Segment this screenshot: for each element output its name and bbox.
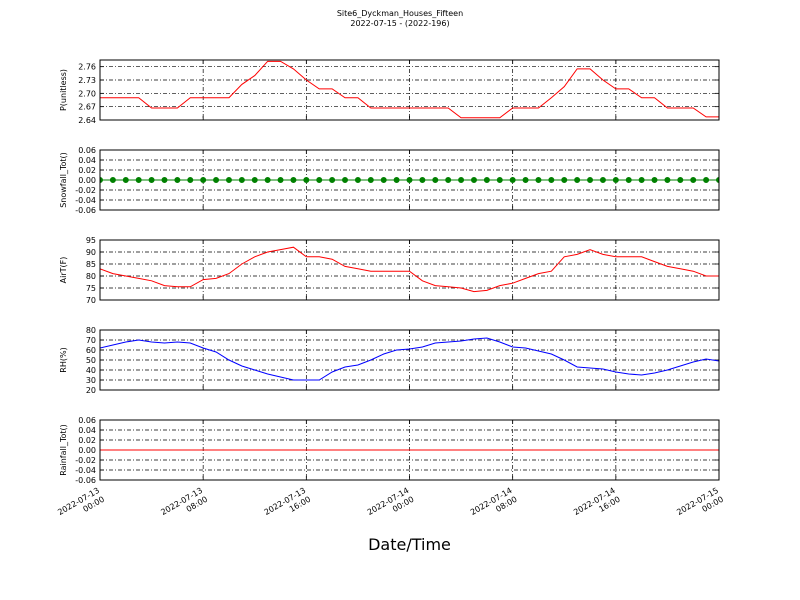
series-marker (100, 177, 103, 183)
y-tick-label: 2.73 (78, 76, 96, 85)
y-tick-label: 0.04 (78, 156, 96, 165)
series-marker (458, 177, 465, 183)
y-tick-label: 0.00 (78, 446, 96, 455)
series-marker (406, 177, 413, 183)
y-tick-label: -0.04 (75, 196, 96, 205)
series-marker (716, 177, 719, 183)
plot-frame (99, 149, 720, 211)
series-marker (677, 177, 684, 183)
y-tick-label: 70 (86, 296, 96, 305)
y-axis-label: P(unitless) (59, 69, 68, 111)
series-marker (445, 177, 452, 183)
y-tick-label: -0.06 (75, 206, 96, 215)
series-marker (470, 177, 477, 183)
series-marker (419, 177, 426, 183)
series-line (100, 60, 719, 119)
series-line (100, 337, 719, 381)
series-marker (161, 177, 168, 183)
series-marker (213, 177, 220, 183)
series-marker (251, 177, 258, 183)
series-marker (367, 177, 374, 183)
y-tick-label: 0.02 (78, 166, 96, 175)
y-tick-label: 0.00 (78, 176, 96, 185)
plot-frame (99, 239, 720, 301)
series-marker (612, 177, 619, 183)
series-marker (303, 177, 310, 183)
series-marker (264, 177, 271, 183)
y-tick-label: 30 (86, 376, 96, 385)
series-marker (329, 177, 336, 183)
y-tick-label: 60 (86, 346, 96, 355)
y-axis-label: AirT(F) (59, 257, 68, 284)
y-tick-label: 80 (86, 272, 96, 281)
series-marker (587, 177, 594, 183)
series-marker (432, 177, 439, 183)
series-marker (342, 177, 349, 183)
plot-frame (99, 59, 720, 121)
y-tick-label: 2.76 (78, 63, 96, 72)
series-marker (703, 177, 710, 183)
series-line (100, 246, 719, 293)
y-axis-label: Rainfall_Tot() (59, 424, 68, 476)
series-marker (290, 177, 297, 183)
y-tick-label: 75 (86, 284, 96, 293)
y-tick-label: 70 (86, 336, 96, 345)
series-marker (174, 177, 181, 183)
series-marker (109, 177, 116, 183)
series-marker (599, 177, 606, 183)
y-tick-label: -0.02 (75, 186, 96, 195)
series-marker (200, 177, 207, 183)
y-axis-label: Snowfall_Tot() (59, 152, 68, 208)
y-tick-label: 85 (86, 260, 96, 269)
chart-subtitle: 2022-07-15 - (2022-196) (350, 19, 449, 28)
series-marker (548, 177, 555, 183)
series-marker (535, 177, 542, 183)
chart-title: Site6_Dyckman_Houses_Fifteen (337, 9, 463, 18)
plot-frame (99, 419, 720, 481)
y-tick-label: 95 (86, 236, 96, 245)
y-tick-label: 50 (86, 356, 96, 365)
series-marker (148, 177, 155, 183)
series-marker (690, 177, 697, 183)
y-tick-label: 2.67 (78, 103, 96, 112)
series-marker (135, 177, 142, 183)
series-marker (561, 177, 568, 183)
series-marker (380, 177, 387, 183)
series-marker (225, 177, 232, 183)
y-tick-label: 0.06 (78, 146, 96, 155)
y-tick-label: 80 (86, 326, 96, 335)
y-tick-label: -0.04 (75, 466, 96, 475)
y-axis-label: RH(%) (59, 347, 68, 372)
series-marker (354, 177, 361, 183)
series-marker (574, 177, 581, 183)
series-marker (483, 177, 490, 183)
y-tick-label: 2.70 (78, 89, 96, 98)
series-marker (509, 177, 516, 183)
series-marker (393, 177, 400, 183)
y-tick-label: -0.02 (75, 456, 96, 465)
y-tick-label: 90 (86, 248, 96, 257)
series-marker (238, 177, 245, 183)
y-tick-label: 0.06 (78, 416, 96, 425)
series-marker (625, 177, 632, 183)
y-tick-label: -0.06 (75, 476, 96, 485)
y-tick-label: 0.02 (78, 436, 96, 445)
x-axis-label: Date/Time (368, 535, 451, 554)
series-marker (496, 177, 503, 183)
series-marker (316, 177, 323, 183)
series-marker (664, 177, 671, 183)
series-marker (651, 177, 658, 183)
plot-frame (99, 329, 720, 391)
series-marker (187, 177, 194, 183)
y-tick-label: 2.64 (78, 116, 96, 125)
series-marker (122, 177, 129, 183)
y-tick-label: 0.04 (78, 426, 96, 435)
series-marker (638, 177, 645, 183)
series-marker (277, 177, 284, 183)
y-tick-label: 20 (86, 386, 96, 395)
y-tick-label: 40 (86, 366, 96, 375)
series-marker (522, 177, 529, 183)
